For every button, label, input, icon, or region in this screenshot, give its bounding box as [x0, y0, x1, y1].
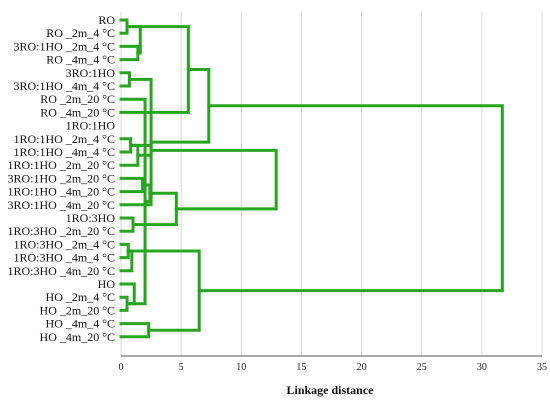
grid-layer [120, 12, 543, 356]
x-tick-label: 5 [179, 362, 184, 373]
dendrogram-link [149, 68, 211, 144]
dendrogram-link [126, 249, 201, 332]
dendrogram-link [119, 322, 151, 339]
leaf-label: 3RO:1HO _2m_4 °C [14, 39, 115, 53]
x-tick-label: 35 [537, 362, 547, 373]
dendrogram-link [119, 249, 134, 273]
leaf-label: RO _4m_20 °C [40, 105, 115, 119]
leaf-label: HO _4m_20 °C [40, 330, 115, 344]
leaf-label: 3RO:1HO _4m_4 °C [14, 79, 115, 93]
leaf-label: HO [98, 277, 116, 291]
dendrogram-link [119, 216, 135, 233]
leaf-label: RO _2m_4 °C [46, 26, 115, 40]
x-tick-label: 15 [296, 362, 306, 373]
dendrogram-link [149, 148, 278, 211]
leaf-label: 1RO:1HO _2m_20 °C [8, 158, 115, 172]
leaf-label: HO _2m_4 °C [46, 290, 115, 304]
leaf-label: 1RO:3HO _2m_4 °C [14, 237, 115, 251]
x-tick-label: 10 [236, 362, 246, 373]
leaf-label: 1RO:1HO [66, 119, 116, 133]
dendrogram-link [197, 104, 504, 293]
leaf-label: 1RO:3HO [66, 211, 116, 225]
x-axis-title: Linkage distance [286, 383, 374, 397]
leaf-label: 3RO:1HO _4m_20 °C [8, 198, 115, 212]
dendrogram-link [131, 191, 178, 227]
leaf-label: RO _2m_20 °C [40, 92, 115, 106]
x-axis: 0 5 10 15 20 25 30 35 [119, 355, 547, 373]
leaf-label: 3RO:1HO [66, 66, 116, 80]
leaf-label: 1RO:3HO _4m_20 °C [8, 264, 115, 278]
dendrogram-link [119, 176, 145, 194]
dendrogram-links [119, 18, 504, 339]
leaf-label: HO _4m_4 °C [46, 317, 115, 331]
x-tick-label: 30 [477, 362, 487, 373]
x-tick-label: 0 [119, 362, 124, 373]
leaf-label: 3RO:1HO _2m_20 °C [8, 171, 115, 185]
leaf-label: HO _2m_20 °C [40, 303, 115, 317]
dendrogram-link [119, 282, 136, 306]
leaf-label: RO [98, 13, 115, 27]
dendrogram-link [129, 143, 153, 157]
leaf-label: 1RO:1HO _2m_4 °C [14, 132, 115, 146]
x-tick-label: 20 [357, 362, 367, 373]
x-tick-label: 25 [417, 362, 427, 373]
leaf-label: 1RO:1HO _4m_4 °C [14, 145, 115, 159]
leaf-label: RO _4m_4 °C [46, 53, 115, 67]
leaf-label: 1RO:1HO _4m_20 °C [8, 185, 115, 199]
dendrogram-link [119, 44, 140, 62]
leaf-label: 1RO:3HO _4m_4 °C [14, 251, 115, 265]
leaf-label: 1RO:3HO _2m_20 °C [8, 224, 115, 238]
dendrogram-link [119, 97, 147, 306]
